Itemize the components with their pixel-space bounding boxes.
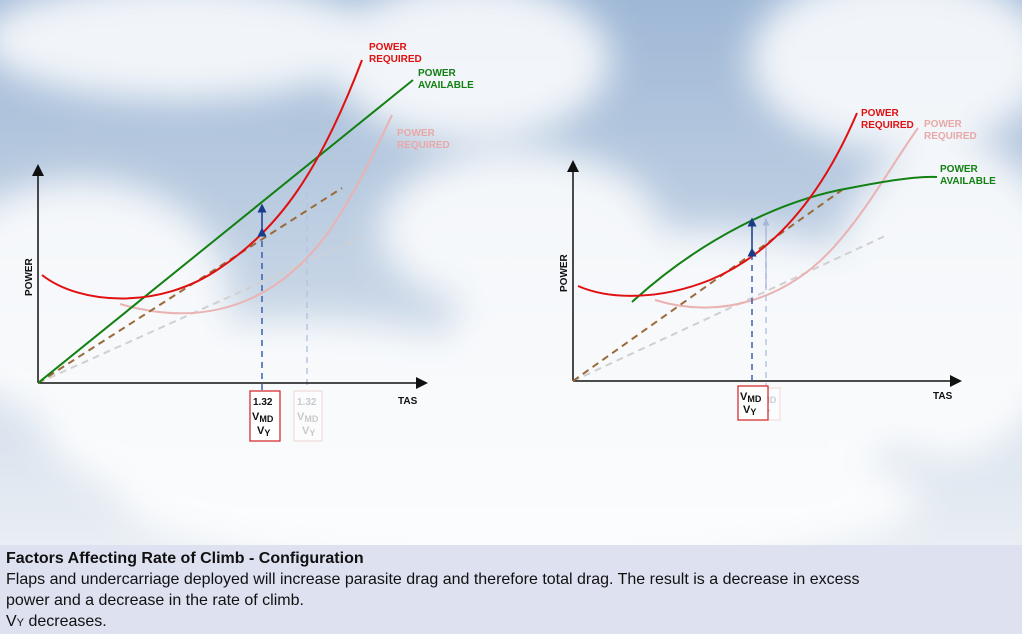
caption-line-1: Flaps and undercarriage deployed will in… bbox=[6, 571, 860, 588]
left-ghost-tangent-line bbox=[37, 237, 361, 384]
caption-line-3: VY decreases. bbox=[6, 611, 1016, 634]
sky-background bbox=[0, 0, 1022, 545]
left-diagram: POWER TAS POWER REQUIRED POWER AVAILABLE… bbox=[24, 42, 474, 442]
right-power-required-curve bbox=[577, 112, 858, 297]
left-power-available-label: POWER AVAILABLE bbox=[418, 68, 474, 91]
right-tangent-line bbox=[572, 189, 843, 382]
left-vy-label: VY bbox=[257, 425, 270, 438]
caption-vy-subscript: Y bbox=[16, 617, 25, 629]
left-vy-marker-box: 1.32 VMD VY bbox=[249, 390, 281, 442]
right-power-required-label: POWER REQUIRED bbox=[861, 108, 914, 131]
right-diagram: POWER TAS POWER REQUIRED POWER REQUIRED … bbox=[559, 108, 996, 421]
right-ghost-power-required-curve bbox=[654, 127, 919, 309]
caption-panel: Factors Affecting Rate of Climb - Config… bbox=[0, 545, 1022, 634]
caption-line-3-rest: decreases. bbox=[24, 613, 107, 630]
left-vy-speed: 1.32 bbox=[253, 397, 273, 408]
caption-title: Factors Affecting Rate of Climb - Config… bbox=[6, 550, 364, 567]
slide-stage: POWER TAS POWER REQUIRED POWER AVAILABLE… bbox=[0, 0, 1022, 545]
left-x-axis-title: TAS bbox=[398, 396, 418, 407]
left-power-available-line bbox=[37, 79, 414, 384]
left-ghost-vy-marker-box: 1.32 VMD VY bbox=[293, 390, 323, 442]
left-y-axis-title: POWER bbox=[24, 257, 35, 296]
right-y-axis-title: POWER bbox=[559, 253, 570, 292]
diagrams-layer: POWER TAS POWER REQUIRED POWER AVAILABLE… bbox=[24, 42, 996, 442]
left-ghost-vy-speed: 1.32 bbox=[297, 397, 317, 408]
left-ghost-power-required-curve bbox=[119, 114, 393, 315]
right-power-available-label: POWER AVAILABLE bbox=[940, 164, 996, 187]
right-ghost-tangent-line bbox=[572, 235, 886, 382]
left-ghost-vy-label: VY bbox=[302, 425, 315, 438]
right-power-available-curve bbox=[631, 175, 938, 303]
right-vy-label: VY bbox=[743, 404, 756, 417]
left-ghost-vmd-label: VMD bbox=[297, 411, 319, 424]
left-vmd-label: VMD bbox=[252, 411, 274, 424]
right-vy-marker-box: VMD VY bbox=[737, 385, 769, 421]
left-power-required-curve bbox=[41, 59, 363, 300]
caption-line-2: power and a decrease in the rate of clim… bbox=[6, 592, 304, 609]
left-power-required-label: POWER REQUIRED bbox=[369, 42, 422, 65]
left-ghost-power-required-label: POWER REQUIRED bbox=[397, 128, 450, 151]
right-x-axis-title: TAS bbox=[933, 391, 953, 402]
caption-vy-symbol: V bbox=[6, 613, 17, 630]
right-ghost-power-required-label: POWER REQUIRED bbox=[924, 119, 977, 142]
right-vmd-label: VMD bbox=[740, 391, 762, 404]
